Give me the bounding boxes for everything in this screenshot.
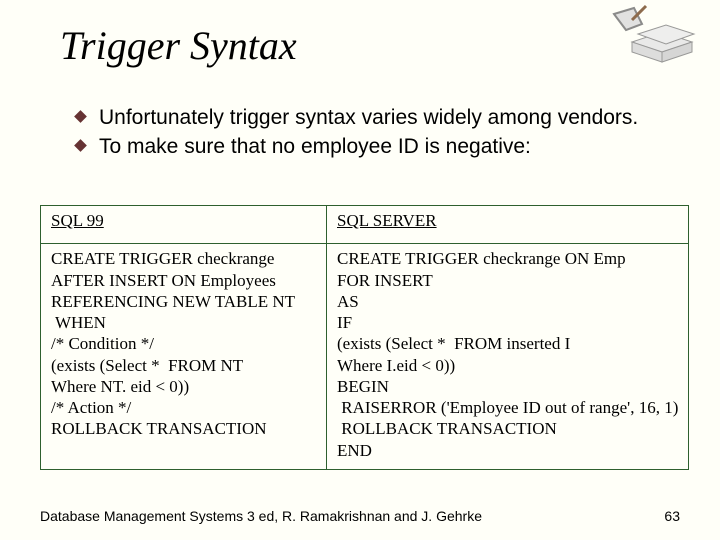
page-title: Trigger Syntax [60, 22, 297, 69]
page-number: 63 [664, 508, 680, 524]
diamond-icon [74, 139, 87, 152]
code-block-sqlserver: CREATE TRIGGER checkrange ON Emp FOR INS… [337, 248, 678, 461]
bullet-text: Unfortunately trigger syntax varies wide… [99, 104, 638, 131]
slide-footer: Database Management Systems 3 ed, R. Ram… [40, 508, 680, 524]
table-header-cell: SQL SERVER [327, 206, 689, 244]
bullet-list: Unfortunately trigger syntax varies wide… [76, 104, 660, 163]
slide: Trigger Syntax Unfortunately trigger syn… [0, 0, 720, 540]
table-cell: CREATE TRIGGER checkrange AFTER INSERT O… [41, 244, 327, 470]
bullet-text: To make sure that no employee ID is nega… [99, 133, 531, 160]
code-comparison-table: SQL 99 SQL SERVER CREATE TRIGGER checkra… [40, 205, 689, 470]
list-item: To make sure that no employee ID is nega… [76, 133, 660, 160]
bricks-trowel-icon [608, 0, 698, 70]
code-block-sql99: CREATE TRIGGER checkrange AFTER INSERT O… [51, 248, 316, 439]
list-item: Unfortunately trigger syntax varies wide… [76, 104, 660, 131]
footer-text: Database Management Systems 3 ed, R. Ram… [40, 508, 482, 524]
diamond-icon [74, 110, 87, 123]
table-header-cell: SQL 99 [41, 206, 327, 244]
table-cell: CREATE TRIGGER checkrange ON Emp FOR INS… [327, 244, 689, 470]
